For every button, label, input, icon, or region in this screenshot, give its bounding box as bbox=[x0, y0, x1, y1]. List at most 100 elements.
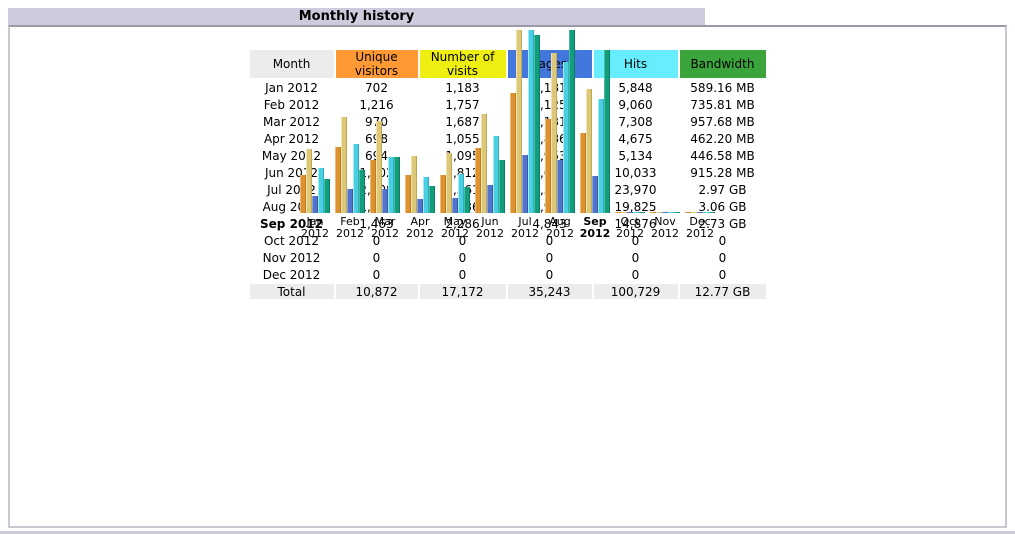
table-row: Jan 2012 702 1,183 2,181 5,848 589.16 MB bbox=[250, 80, 766, 95]
bar-unique bbox=[405, 175, 411, 213]
bar-pages bbox=[592, 176, 598, 213]
chart-month-slot: Apr 2012 bbox=[403, 30, 438, 240]
chart-month-slot: May 2012 bbox=[438, 30, 473, 240]
chart-month-slot: Mar 2012 bbox=[368, 30, 403, 240]
month-cell: Dec 2012 bbox=[262, 267, 321, 282]
bar-pages bbox=[627, 212, 633, 213]
bar-unique bbox=[650, 212, 656, 213]
bar-visits bbox=[621, 212, 627, 213]
value-cell: 957.68 MB bbox=[690, 114, 755, 129]
bar-unique bbox=[545, 119, 551, 213]
value-cell: 735.81 MB bbox=[690, 97, 755, 112]
value-cell: 23,970 bbox=[614, 182, 657, 197]
bar-pages bbox=[452, 198, 458, 213]
value-cell: 19,825 bbox=[614, 199, 657, 214]
bar-pages bbox=[697, 212, 703, 213]
value-cell: 10,033 bbox=[614, 165, 657, 180]
total-label-cell: Total bbox=[249, 284, 334, 299]
bar-visits bbox=[446, 153, 452, 213]
value-cell: 1,095 bbox=[445, 148, 480, 163]
value-cell: 0 bbox=[545, 267, 554, 282]
value-cell: 0 bbox=[631, 267, 640, 282]
column-header-number-of-visits: Number of visits bbox=[419, 50, 506, 78]
bar-unique bbox=[300, 175, 306, 213]
value-cell: 7,308 bbox=[618, 114, 653, 129]
month-cell: Nov 2012 bbox=[262, 250, 321, 265]
chart-bar-group bbox=[650, 30, 680, 213]
bar-bandwidth bbox=[359, 170, 365, 213]
chart-bar-group bbox=[615, 30, 645, 213]
bar-unique bbox=[475, 148, 481, 213]
bar-bandwidth bbox=[324, 179, 330, 213]
month-cell: Feb 2012 bbox=[263, 97, 320, 112]
bar-visits bbox=[586, 89, 592, 213]
chart-bar-group bbox=[405, 30, 435, 213]
value-cell: 4,675 bbox=[618, 131, 653, 146]
chart-month-slot: Oct 2012 bbox=[613, 30, 648, 240]
total-value-cell: 12.77 GB bbox=[679, 284, 766, 299]
bar-bandwidth bbox=[709, 212, 715, 213]
chart-bar-group bbox=[510, 30, 540, 213]
bar-bandwidth bbox=[499, 160, 505, 213]
bar-visits bbox=[306, 149, 312, 213]
bar-bandwidth bbox=[569, 30, 575, 213]
chart-month-label: Apr 2012 bbox=[406, 215, 434, 240]
chart-bar-group bbox=[545, 30, 575, 213]
bar-hits bbox=[318, 168, 324, 213]
bar-pages bbox=[417, 199, 423, 213]
value-cell: 0 bbox=[718, 250, 727, 265]
chart-bar-group bbox=[335, 30, 365, 213]
value-cell: 0 bbox=[631, 233, 640, 248]
value-cell: 0 bbox=[545, 250, 554, 265]
table-row: Feb 2012 1,216 1,757 3,125 9,060 735.81 MB bbox=[250, 97, 766, 112]
bar-pages bbox=[312, 196, 318, 213]
chart-month-slot: Aug 2012 bbox=[543, 30, 578, 240]
value-cell: 5,848 bbox=[618, 80, 653, 95]
bar-bandwidth bbox=[674, 212, 680, 213]
total-value-cell: 100,729 bbox=[593, 284, 678, 299]
bar-bandwidth bbox=[394, 157, 400, 213]
value-cell: 0 bbox=[718, 267, 727, 282]
value-cell: 462.20 MB bbox=[690, 131, 755, 146]
chart-bar-group bbox=[440, 30, 470, 213]
value-cell: 0 bbox=[718, 233, 727, 248]
bar-bandwidth bbox=[429, 186, 435, 213]
chart-month-label: Nov 2012 bbox=[651, 215, 679, 240]
table-total-row: Total 10,872 17,172 35,243 100,729 12.77 GB bbox=[249, 284, 766, 299]
bar-unique bbox=[685, 212, 691, 213]
chart-month-label: Jan 2012 bbox=[301, 215, 329, 240]
value-cell: 702 bbox=[365, 80, 388, 95]
chart-bar-group bbox=[580, 30, 610, 213]
value-cell: 1,216 bbox=[359, 97, 394, 112]
value-cell: 1,463 bbox=[359, 216, 394, 231]
value-cell: 0 bbox=[545, 233, 554, 248]
bar-unique bbox=[335, 147, 341, 213]
bar-visits bbox=[376, 121, 382, 213]
bar-visits bbox=[411, 156, 417, 213]
month-cell: Sep 2012 bbox=[260, 216, 323, 231]
chart-month-label: Jul 2012 bbox=[511, 215, 539, 240]
value-cell: 915.28 MB bbox=[690, 165, 755, 180]
total-value-cell: 17,172 bbox=[419, 284, 506, 299]
section-title-bar: Monthly history bbox=[8, 8, 705, 26]
value-cell: 0 bbox=[458, 250, 467, 265]
column-header-month: Month bbox=[249, 50, 334, 78]
chart-month-label: Jun 2012 bbox=[476, 215, 504, 240]
bar-unique bbox=[510, 93, 516, 213]
value-cell: 14,876 bbox=[614, 216, 657, 231]
bar-hits bbox=[703, 212, 709, 213]
chart-month-label: Oct 2012 bbox=[616, 215, 644, 240]
value-cell: 446.58 MB bbox=[690, 148, 755, 163]
chart-bar-group bbox=[685, 30, 715, 213]
table-row: Nov 2012 0 0 0 0 0 bbox=[250, 250, 766, 265]
monthly-history-chart: Jan 2012 Feb 2012 Mar 2012 Apr 2012 May 2012 Jun 20… bbox=[298, 30, 718, 240]
bar-hits bbox=[423, 177, 429, 213]
value-cell: 0 bbox=[631, 250, 640, 265]
table-row: Sep 2012 1,463 2,286 4,843 14,876 2.73 GB bbox=[250, 216, 766, 231]
value-cell: 2.97 GB bbox=[698, 182, 747, 197]
bar-hits bbox=[388, 157, 394, 213]
value-cell: 0 bbox=[372, 267, 381, 282]
bar-visits bbox=[656, 212, 662, 213]
bar-hits bbox=[528, 30, 534, 213]
